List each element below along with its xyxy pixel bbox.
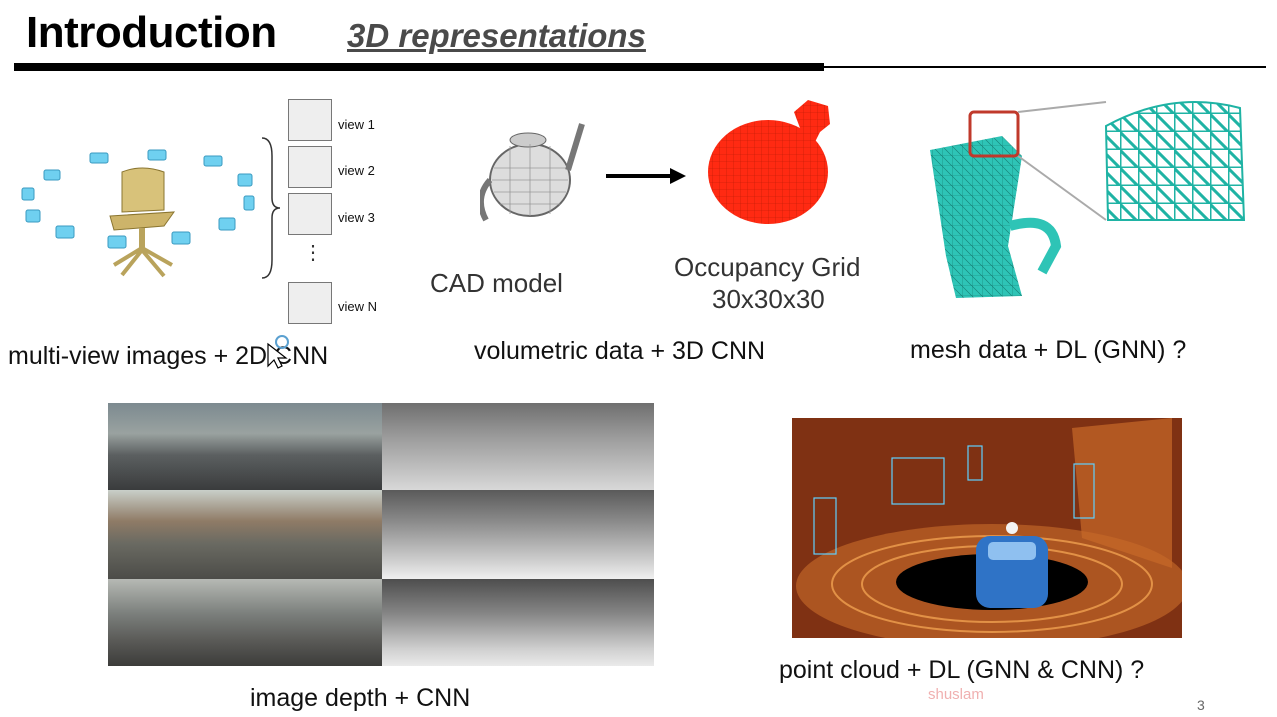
point-cloud-image (792, 418, 1182, 638)
depth-map (382, 490, 654, 579)
camera-icon (218, 217, 236, 231)
grid-size-label: 30x30x30 (712, 284, 825, 314)
camera-icon (107, 235, 127, 249)
camera-icon (55, 225, 75, 239)
teapot-wireframe-icon (480, 123, 585, 222)
camera-icon (237, 173, 253, 187)
camera-icon (25, 209, 41, 223)
pointcloud-caption: point cloud + DL (GNN & CNN) ? (779, 656, 1145, 684)
mesh-caption: mesh data + DL (GNN) ? (910, 336, 1187, 364)
arrow-right-icon (606, 168, 686, 184)
title-rule-thick (14, 63, 824, 71)
watermark-text: shuslam (928, 686, 984, 703)
cad-model-label: CAD model (430, 268, 563, 298)
view-thumbnail (288, 99, 332, 141)
street-photo (108, 403, 382, 490)
depth-map (382, 403, 654, 490)
street-photo (108, 579, 382, 666)
camera-icon (21, 187, 35, 201)
car-icon (976, 522, 1048, 608)
slide-title: Introduction (26, 8, 277, 57)
view-label: view 1 (338, 117, 375, 132)
occupancy-grid-voxels (708, 100, 830, 224)
camera-icon (171, 231, 191, 245)
camera-icon (147, 149, 167, 161)
depth-map (382, 579, 654, 666)
view-brace (261, 137, 281, 279)
page-number: 3 (1197, 697, 1205, 713)
cursor-icon (267, 335, 289, 369)
view-label: view 3 (338, 210, 375, 225)
mesh-chair-illustration (930, 101, 1246, 298)
bounding-box-group (813, 445, 1095, 555)
street-photo (108, 490, 382, 579)
slide-subtitle: 3D representations (347, 17, 646, 54)
view-label: view N (338, 299, 378, 314)
view-thumbnail (288, 193, 332, 235)
camera-icon (43, 169, 61, 181)
title-rule-thin (824, 66, 1266, 68)
depth-caption: image depth + CNN (250, 684, 471, 712)
mesh-zoom-icon (1104, 101, 1246, 221)
volumetric-caption: volumetric data + 3D CNN (474, 337, 766, 365)
view-thumbnail (288, 282, 332, 324)
camera-icon (203, 155, 223, 167)
multiview-chair-illustration (21, 149, 255, 278)
camera-icon (243, 195, 255, 211)
chair-icon (109, 167, 176, 278)
occupancy-grid-label: Occupancy Grid (674, 252, 861, 282)
view-label: view 2 (338, 163, 375, 178)
view-ellipsis: ⋮ (303, 242, 323, 264)
zoom-highlight-box (968, 110, 1020, 158)
camera-icon (89, 152, 109, 164)
depth-image-grid (108, 403, 654, 666)
mesh-chair-icon (930, 136, 1022, 298)
view-thumbnail (288, 146, 332, 188)
